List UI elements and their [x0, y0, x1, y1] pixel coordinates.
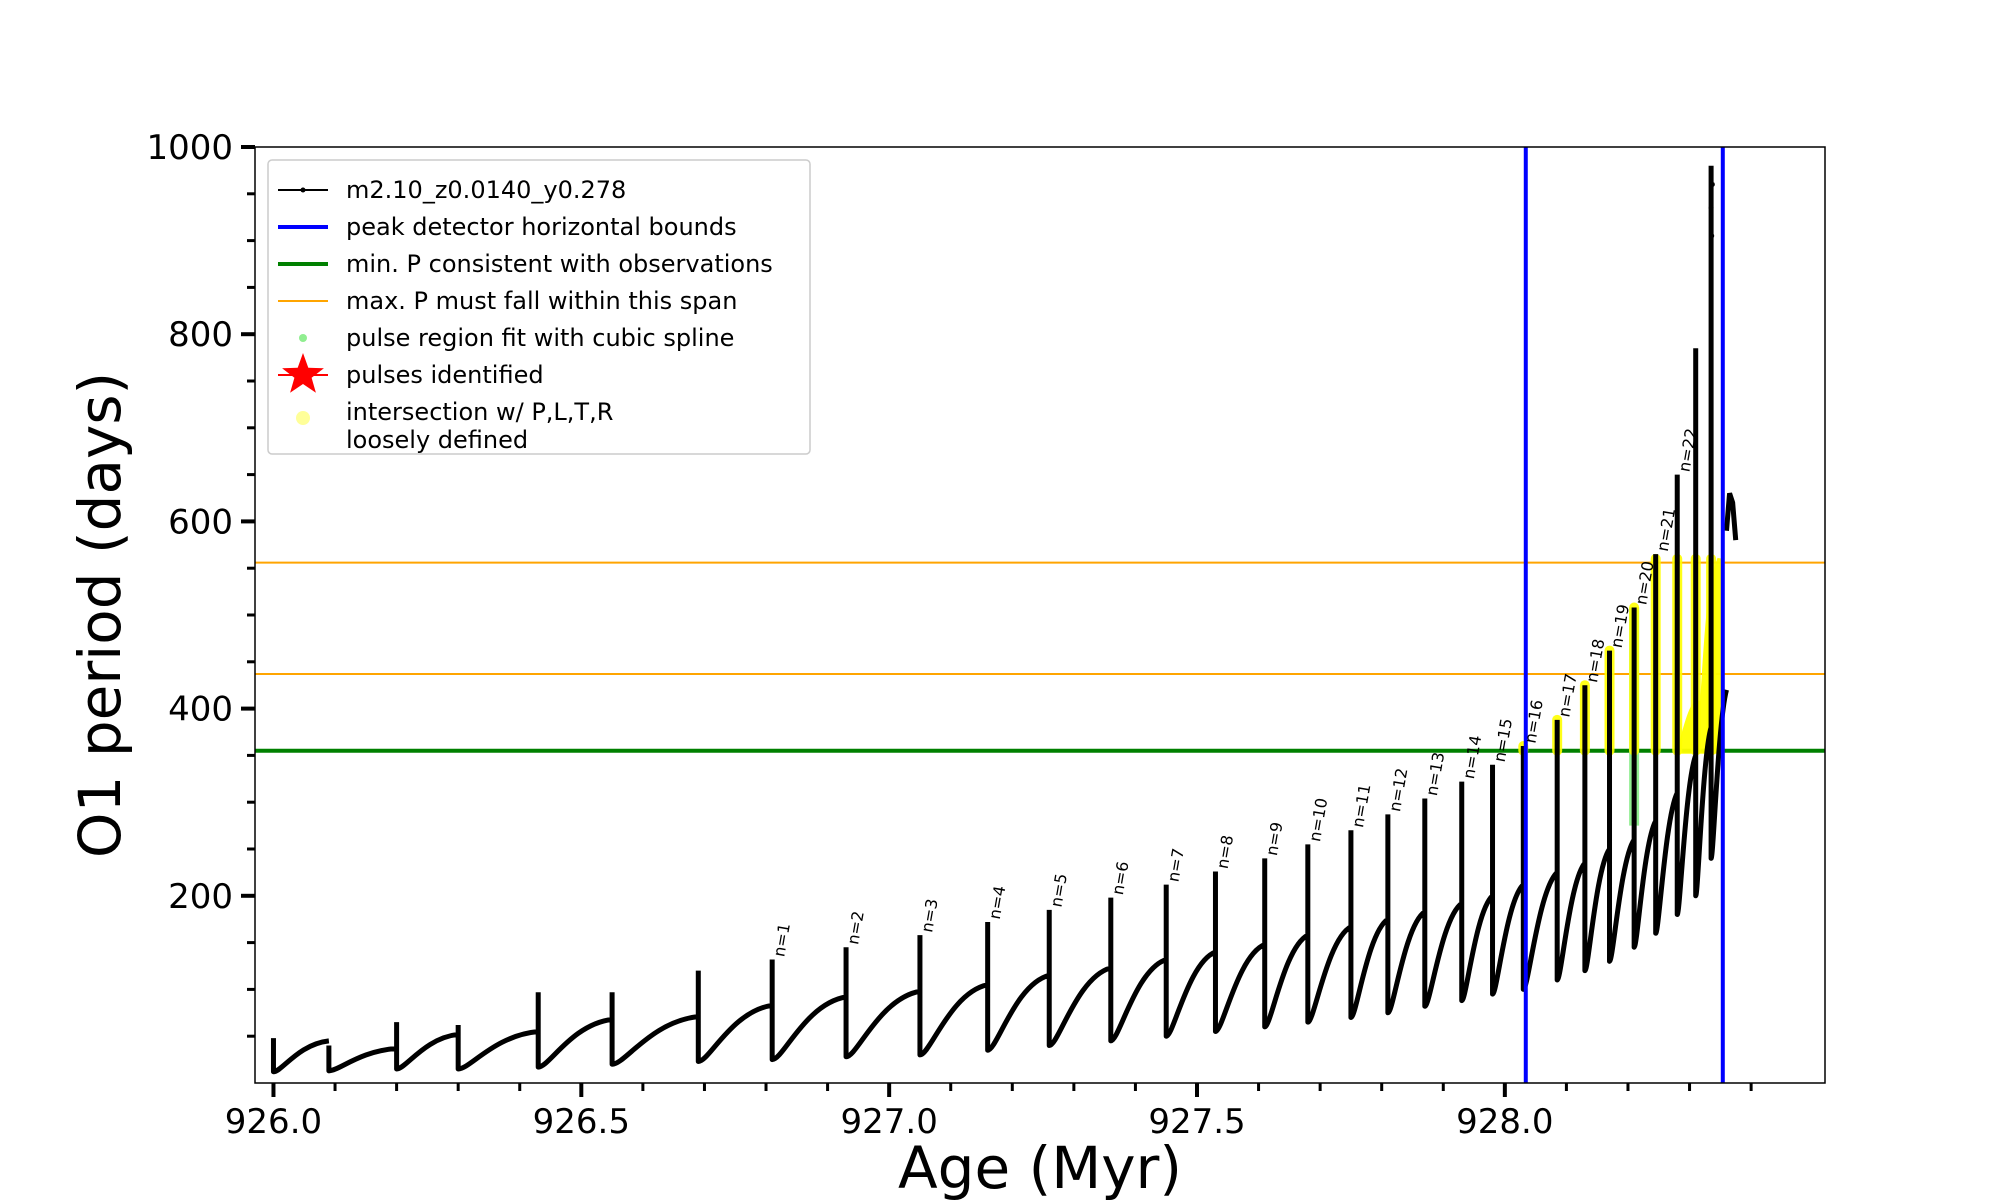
pulse-label: n=14: [1459, 734, 1485, 781]
pulse-label: n=5: [1046, 872, 1071, 909]
legend-star: [282, 353, 324, 393]
pulse-label: n=9: [1262, 821, 1287, 858]
legend-dot: [296, 411, 310, 425]
y-tick-label: 200: [168, 877, 233, 917]
pulse-label: n=19: [1607, 603, 1633, 650]
plot-frame: [254, 146, 1826, 1084]
peak-detector-bounds: [1523, 147, 1725, 1083]
x-tick-label: 926.0: [225, 1102, 322, 1142]
series-point: [1709, 233, 1715, 239]
pulse-label: n=2: [843, 909, 868, 946]
legend-label: intersection w/ P,L,T,R: [346, 398, 613, 426]
pulse-label: n=10: [1305, 796, 1331, 843]
legend-label: loosely defined: [346, 426, 528, 454]
x-tick-label: 928.0: [1456, 1102, 1553, 1142]
series-tail: [1723, 492, 1739, 541]
reference-lines: [255, 561, 1825, 753]
x-axis-title: Age (Myr): [898, 1134, 1182, 1200]
legend-label: min. P consistent with observations: [346, 250, 773, 278]
intersection-region: [1676, 557, 1725, 754]
legend-label: max. P must fall within this span: [346, 287, 737, 315]
pulse-label: n=1: [769, 922, 794, 959]
series-line: [270, 165, 1729, 1075]
legend-marker: [300, 187, 306, 193]
y-axis-title: O1 period (days): [66, 372, 134, 858]
y-tick-label: 400: [168, 690, 233, 730]
pulse-label: n=11: [1348, 782, 1374, 829]
x-tick-label: 926.5: [533, 1102, 630, 1142]
pulse-label: n=18: [1582, 637, 1608, 684]
pulse-labels: n=1 n=2 n=3 n=4 n=5 n=6 n=7 n=8 n=9 n=10 n=11 n=12 n…: [769, 427, 1700, 958]
pulse-label: n=12: [1385, 767, 1411, 814]
legend-box: [267, 159, 811, 455]
y-tick-label: 1000: [146, 128, 233, 168]
pulse-label: n=3: [917, 897, 942, 934]
y-tick-label: 600: [168, 502, 233, 542]
pulse-label: n=17: [1554, 672, 1580, 719]
legend-dot: [299, 334, 307, 342]
legend-label: m2.10_z0.0140_y0.278: [346, 176, 626, 204]
y-tick-label: 800: [168, 315, 233, 355]
series-point: [1709, 181, 1715, 187]
legend-label: pulses identified: [346, 361, 544, 389]
x-tick-label: 927.5: [1148, 1102, 1245, 1142]
pulse-label: n=7: [1163, 847, 1188, 884]
legend-label: peak detector horizontal bounds: [346, 213, 737, 241]
legend-label: pulse region fit with cubic spline: [346, 324, 734, 352]
pulse-label: n=6: [1108, 860, 1133, 897]
pulse-label: n=4: [985, 884, 1010, 921]
pulse-label: n=15: [1490, 717, 1516, 764]
series-point: [1708, 205, 1714, 211]
series-m2.10: [270, 165, 1739, 1075]
pulse-label: n=8: [1213, 834, 1238, 871]
axis-ticks: 200 400 600 800 1000 926.0 926.5 927.0 927.5 928.…: [146, 128, 1753, 1142]
pulse-label: n=13: [1422, 751, 1448, 798]
x-tick-label: 927.0: [840, 1102, 937, 1142]
